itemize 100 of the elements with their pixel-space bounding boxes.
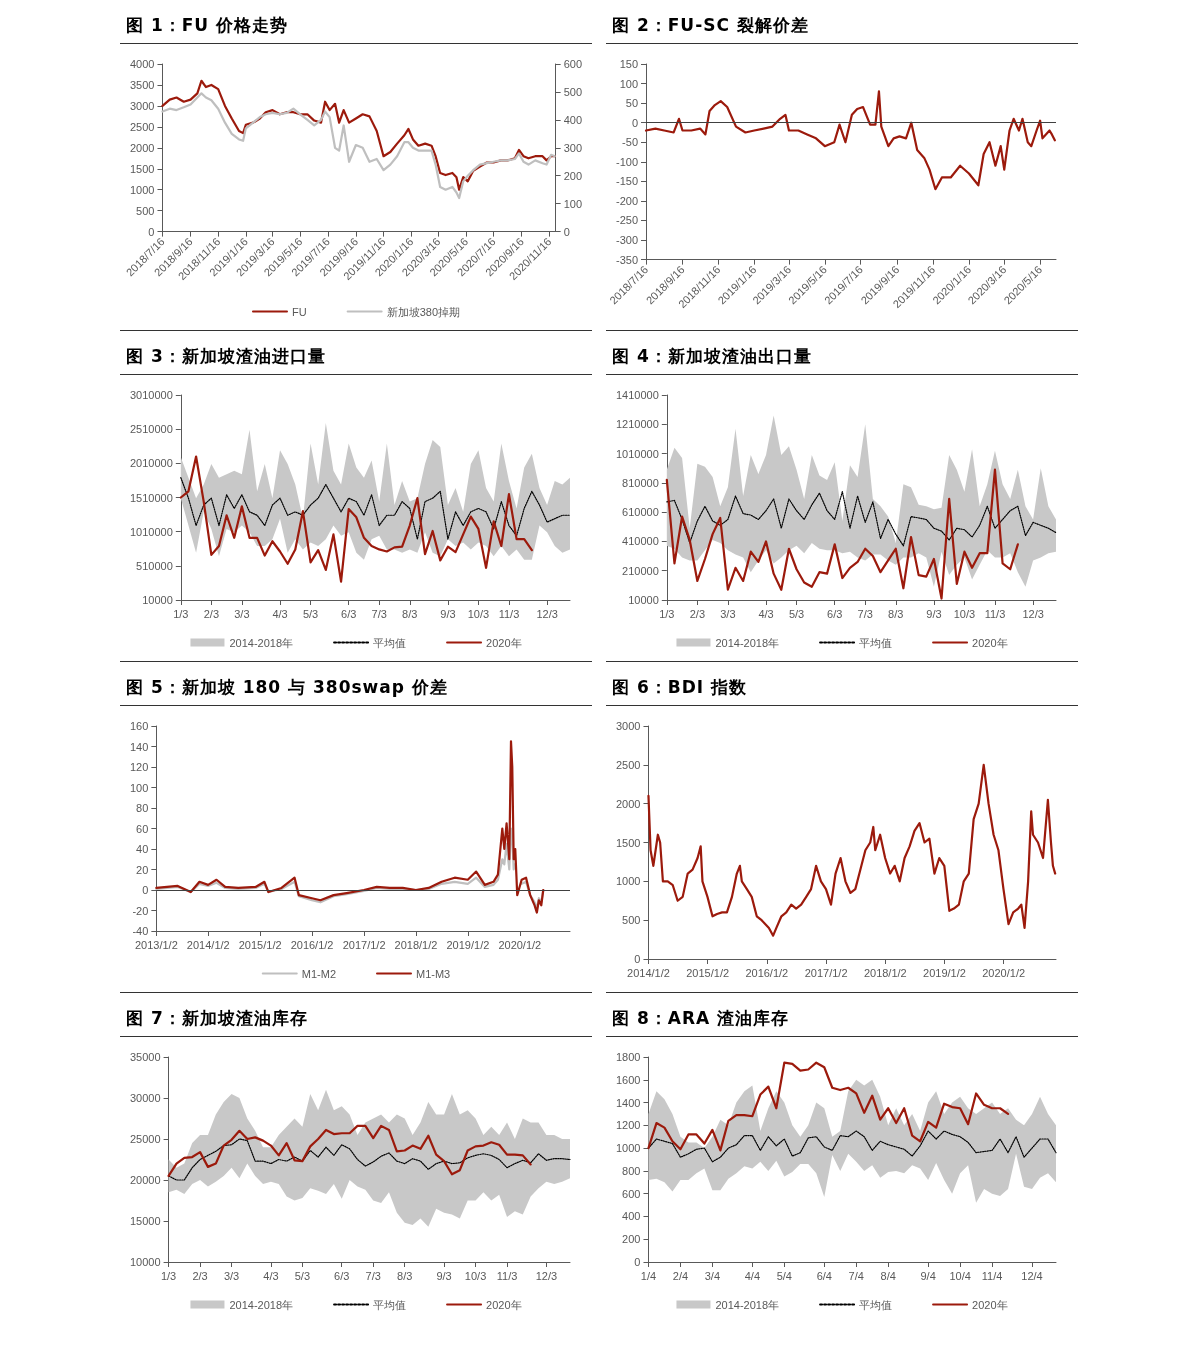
y-tick-label: 410000 — [622, 535, 659, 548]
x-tick-label: 2/3 — [203, 607, 219, 620]
y-tick-label: 1410000 — [616, 389, 659, 401]
x-tick-label: 7/3 — [365, 1269, 381, 1282]
y-tick-label: 1510000 — [130, 491, 173, 504]
x-tick-label: 11/3 — [496, 1269, 518, 1282]
y-tick-label: 3000 — [615, 720, 641, 732]
chart-title: 图 2：FU-SC 裂解价差 — [606, 8, 1078, 44]
x-tick-label: 2014/1/2 — [186, 938, 230, 951]
x-tick-label: 12/4 — [1021, 1269, 1043, 1282]
chart-title: 图 4：新加坡渣油出口量 — [606, 339, 1078, 375]
x-tick-label: 5/3 — [294, 1269, 311, 1282]
x-tick-label: 1/3 — [173, 607, 189, 620]
x-tick-label: 4/4 — [744, 1269, 760, 1282]
y-tick-label: 2500 — [615, 758, 641, 771]
x-tick-label: 10/3 — [953, 607, 976, 620]
y2-tick-label: 100 — [563, 197, 583, 210]
x-tick-label: 8/4 — [880, 1269, 896, 1282]
y-tick-label: 2010000 — [130, 457, 173, 470]
y-tick-label: 500 — [622, 914, 641, 927]
y-tick-label: 1000 — [615, 875, 641, 888]
line-series — [180, 477, 571, 540]
y-tick-label: 160 — [129, 720, 149, 732]
legend-label: 2014-2018年 — [229, 636, 294, 649]
chart-title: 图 5：新加坡 180 与 380swap 价差 — [120, 670, 592, 706]
x-tick-label: 1/4 — [640, 1269, 657, 1282]
y2-tick-label: 500 — [563, 85, 583, 98]
line-series — [167, 1124, 532, 1177]
x-tick-label: 4/3 — [263, 1269, 279, 1282]
legend-label: M1-M2 — [301, 967, 337, 980]
y-tick-label: 3010000 — [130, 389, 173, 401]
legend-label: 2020年 — [972, 636, 1008, 649]
x-tick-label: 2/4 — [672, 1269, 689, 1282]
x-tick-label: 3/4 — [704, 1269, 721, 1282]
x-tick-label: 1/3 — [160, 1269, 177, 1282]
x-tick-label: 10/4 — [949, 1269, 971, 1282]
y-tick-label: 1010000 — [616, 447, 659, 460]
x-tick-label: 12/3 — [535, 1269, 558, 1282]
y-tick-label: 400 — [622, 1210, 641, 1223]
legend-label: 2020年 — [486, 636, 522, 649]
x-tick-label: 9/3 — [926, 607, 942, 620]
y-tick-label: 2000 — [615, 797, 641, 810]
y-tick-label: 20 — [136, 863, 149, 876]
legend-label: 2014-2018年 — [229, 1298, 294, 1311]
x-tick-label: 6/3 — [341, 607, 357, 620]
x-tick-label: 5/3 — [788, 607, 805, 620]
x-tick-label: 5/3 — [302, 607, 319, 620]
x-tick-label: 4/3 — [758, 607, 774, 620]
y-tick-label: 120 — [129, 761, 149, 773]
chart-title: 图 3：新加坡渣油进口量 — [120, 339, 592, 375]
legend-label: 平均值 — [859, 1298, 893, 1311]
x-tick-label: 1/3 — [659, 607, 675, 620]
y-tick-label: 1200 — [615, 1119, 641, 1132]
line-series — [179, 455, 533, 583]
y-tick-label: -100 — [615, 155, 639, 168]
x-tick-label: 9/3 — [440, 607, 456, 620]
y-tick-label: 140 — [129, 740, 149, 753]
x-tick-label: 2/3 — [192, 1269, 208, 1282]
y-tick-label: 2510000 — [130, 423, 173, 436]
legend-label: FU — [291, 305, 307, 318]
y-tick-label: 100 — [619, 77, 639, 90]
y-tick-label: 510000 — [136, 559, 173, 572]
y-tick-label: 1600 — [615, 1073, 641, 1086]
x-tick-label: 2017/1/2 — [342, 938, 386, 951]
y-tick-label: 210000 — [622, 564, 659, 577]
chart-title: 图 8：ARA 渣油库存 — [606, 1001, 1078, 1037]
line-series — [647, 1061, 1010, 1152]
x-tick-label: 9/3 — [436, 1269, 452, 1282]
x-tick-label: 2013/1/2 — [134, 938, 178, 951]
y-tick-label: 50 — [625, 97, 639, 110]
y-tick-label: 1210000 — [616, 418, 659, 431]
y-tick-label: 40 — [136, 843, 149, 855]
y2-tick-label: 300 — [563, 141, 583, 154]
x-tick-label: 10/3 — [464, 1269, 487, 1282]
x-tick-label: 8/3 — [888, 607, 904, 620]
y-tick-label: 3500 — [129, 78, 155, 91]
y-tick-label: 15000 — [129, 1215, 161, 1227]
x-tick-label: 10/3 — [467, 607, 490, 620]
y-tick-label: 3000 — [129, 99, 155, 112]
x-tick-label: 2017/1/2 — [804, 966, 848, 979]
x-tick-label: 2/3 — [689, 607, 705, 620]
legend-label: 2014-2018年 — [715, 636, 780, 649]
legend-label: 2020年 — [972, 1298, 1008, 1311]
y2-tick-label: 600 — [563, 58, 583, 70]
x-tick-label: 11/3 — [498, 607, 520, 620]
legend-label: M1-M3 — [416, 967, 451, 980]
x-tick-label: 3/3 — [234, 607, 250, 620]
x-tick-label: 3/3 — [223, 1269, 240, 1282]
y-tick-label: 1800 — [615, 1051, 641, 1063]
y-tick-label: 4000 — [129, 58, 155, 70]
x-tick-label: 2020/1/2 — [498, 938, 542, 951]
x-tick-label: 7/3 — [857, 607, 873, 620]
y-tick-label: 20000 — [129, 1174, 161, 1186]
y-tick-label: 1500 — [615, 836, 641, 849]
legend-label: 平均值 — [373, 1298, 407, 1311]
y-tick-label: 10000 — [142, 594, 173, 606]
x-tick-label: 12/3 — [536, 607, 558, 620]
y-tick-label: 800 — [622, 1164, 641, 1177]
chart-title: 图 1：FU 价格走势 — [120, 8, 592, 44]
line-series — [647, 763, 1057, 937]
